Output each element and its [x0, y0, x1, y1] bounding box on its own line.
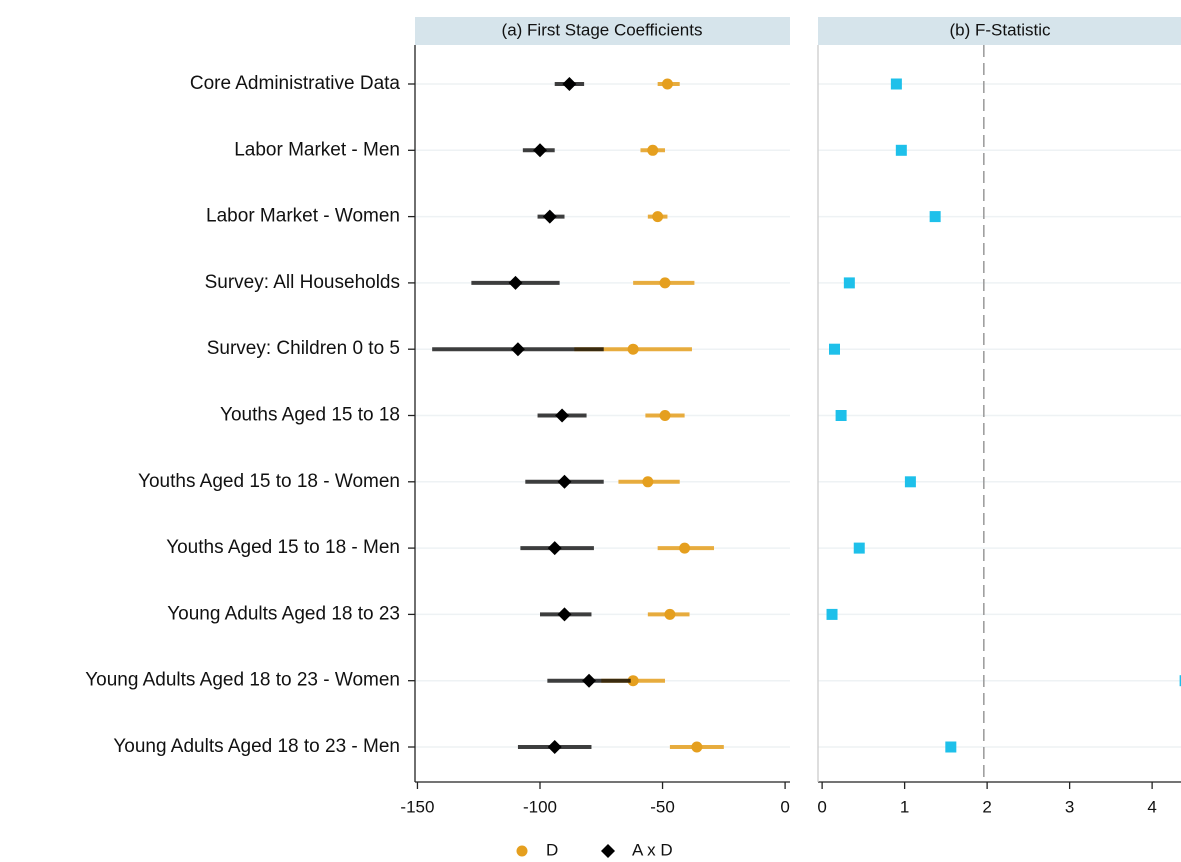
x-tick-label: 0 — [817, 797, 826, 816]
point — [945, 741, 957, 753]
point — [890, 78, 902, 90]
x-tick-label: 2 — [982, 797, 991, 816]
point — [508, 275, 523, 290]
point — [659, 410, 671, 421]
legend-marker — [516, 845, 528, 857]
point — [555, 408, 570, 423]
panel-header — [415, 17, 790, 45]
legend-marker — [601, 844, 615, 858]
point — [547, 740, 562, 754]
panel-header — [818, 17, 1181, 45]
x-tick-label: -150 — [400, 797, 434, 816]
point — [835, 410, 847, 421]
legend-label: A x D — [632, 840, 673, 859]
point — [627, 675, 639, 687]
point — [853, 542, 865, 554]
point — [904, 476, 916, 488]
point — [843, 277, 855, 289]
y-tick-label: Survey: All Households — [205, 272, 400, 293]
point — [661, 78, 673, 90]
point — [664, 608, 676, 620]
x-tick-label: 1 — [900, 797, 909, 816]
point — [826, 608, 838, 620]
x-tick-label: -100 — [523, 797, 557, 816]
point — [691, 741, 703, 753]
y-tick-label: Youths Aged 15 to 18 - Women — [138, 471, 400, 492]
point — [652, 211, 664, 223]
y-tick-label: Survey: Children 0 to 5 — [207, 338, 400, 359]
point — [510, 342, 525, 357]
y-tick-label: Young Adults Aged 18 to 23 - Women — [85, 670, 400, 691]
point — [557, 474, 572, 489]
x-tick-label: 4 — [1147, 797, 1156, 816]
point — [547, 541, 562, 556]
x-tick-label: 3 — [1065, 797, 1074, 816]
y-tick-label: Young Adults Aged 18 to 23 - Men — [113, 736, 400, 757]
plot-area — [826, 78, 1181, 753]
y-tick-label: Core Administrative Data — [190, 73, 401, 94]
plot-area — [432, 77, 724, 754]
point — [1179, 675, 1181, 687]
point — [895, 144, 907, 156]
point — [829, 343, 840, 355]
x-tick-label: 0 — [780, 797, 789, 816]
point — [679, 542, 691, 554]
panel-title: (b) F-Statistic — [949, 20, 1051, 39]
point — [642, 476, 654, 488]
point — [647, 144, 659, 156]
x-tick-label: -50 — [650, 797, 675, 816]
panel-title: (a) First Stage Coefficients — [502, 20, 703, 39]
point — [627, 343, 639, 355]
y-tick-label: Youths Aged 15 to 18 — [220, 405, 400, 426]
y-tick-label: Labor Market - Women — [206, 206, 400, 227]
point — [929, 211, 941, 223]
point — [659, 277, 671, 289]
y-tick-label: Young Adults Aged 18 to 23 — [167, 603, 400, 624]
y-tick-label: Youths Aged 15 to 18 - Men — [166, 537, 400, 558]
point — [562, 77, 577, 91]
point — [533, 143, 547, 158]
point — [557, 607, 572, 622]
legend-label: D — [546, 840, 558, 859]
point — [542, 209, 557, 224]
y-tick-label: Labor Market - Men — [234, 139, 400, 160]
point — [582, 673, 597, 688]
